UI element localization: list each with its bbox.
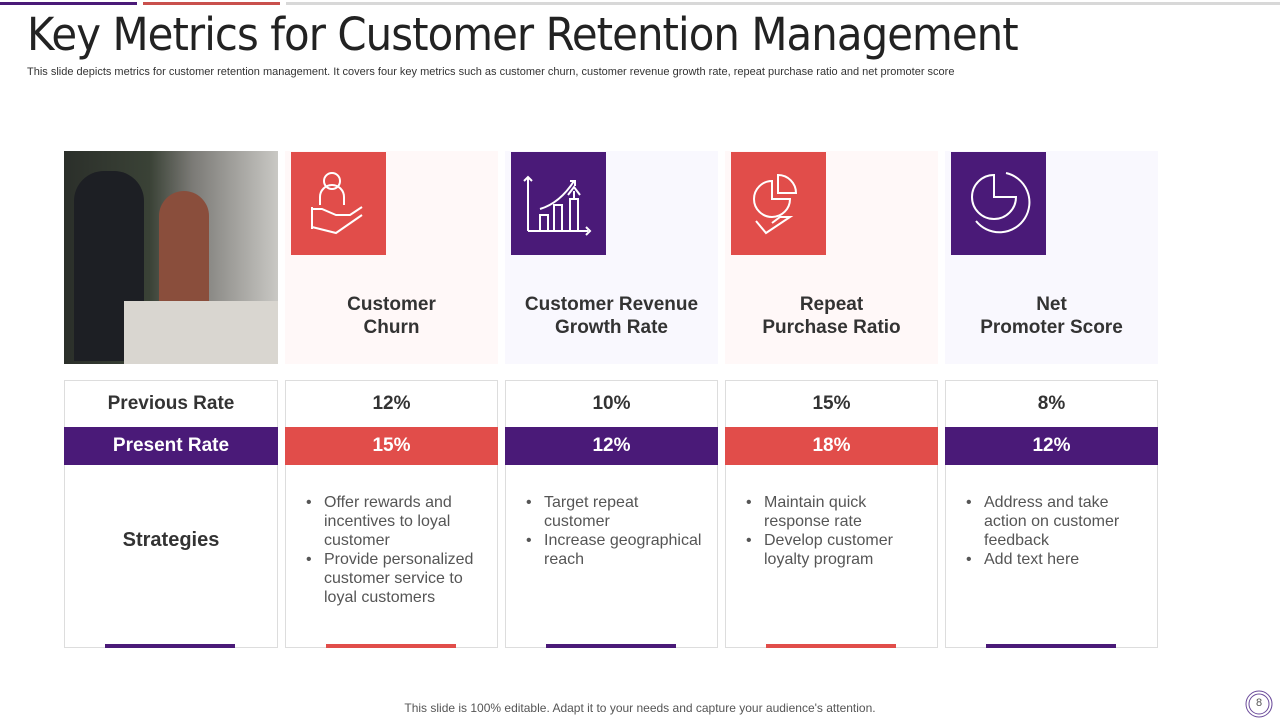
- column-footer-bar: [105, 644, 235, 648]
- present-rate-label: Present Rate: [64, 427, 278, 465]
- column-footer-bar: [986, 644, 1116, 648]
- present-rate-value: 15%: [285, 427, 498, 465]
- strategy-item: Offer rewards and incentives to loyal cu…: [306, 493, 487, 550]
- metric-title: Customer Revenue Growth Rate: [524, 294, 699, 338]
- present-rate-value: 12%: [945, 427, 1158, 465]
- strategies-list: Maintain quick response rateDevelop cust…: [726, 465, 937, 569]
- metric-title: Repeat Purchase Ratio: [762, 294, 901, 338]
- strategy-item: Address and take action on customer feed…: [966, 493, 1147, 550]
- metric-title: Customer Churn: [347, 294, 436, 338]
- strategy-item: Provide personalized customer service to…: [306, 550, 487, 607]
- previous-rate-value: 15%: [812, 393, 851, 414]
- page-badge-icon: [1245, 690, 1273, 718]
- metric-card: Customer Churn: [285, 151, 498, 364]
- strategies-label: Strategies: [122, 529, 220, 551]
- metric-card: Customer Revenue Growth Rate: [505, 151, 718, 364]
- metric-column: 12% 15% Offer rewards and incentives to …: [285, 380, 498, 648]
- metric-column: 8% 12% Address and take action on custom…: [945, 380, 1158, 648]
- hand-person-icon: [291, 152, 386, 255]
- page-number-badge: 8: [1243, 688, 1275, 720]
- metric-card: Repeat Purchase Ratio: [725, 151, 938, 364]
- row-labels-column: Previous Rate Present Rate Strategies: [64, 380, 278, 648]
- strategy-item: Maintain quick response rate: [746, 493, 927, 531]
- accent-bar-red: [143, 2, 280, 5]
- previous-rate-value: 10%: [592, 393, 631, 414]
- business-handshake-photo: [64, 151, 278, 364]
- present-rate-value: 12%: [505, 427, 718, 465]
- strategy-item: Target repeat customer: [526, 493, 707, 531]
- strategy-item: Develop customer loyalty program: [746, 531, 927, 569]
- pie-chart-icon: [951, 152, 1046, 255]
- page-number: 8: [1255, 697, 1263, 709]
- strategies-list: Offer rewards and incentives to loyal cu…: [286, 465, 497, 607]
- metric-title: Net Promoter Score: [980, 294, 1123, 338]
- hand-pie-chart-icon: [731, 152, 826, 255]
- strategies-list: Target repeat customerIncrease geographi…: [506, 465, 717, 569]
- strategy-item: Increase geographical reach: [526, 531, 707, 569]
- metric-column: 10% 12% Target repeat customerIncrease g…: [505, 380, 718, 648]
- previous-rate-value: 8%: [1037, 393, 1066, 414]
- footer-note: This slide is 100% editable. Adapt it to…: [404, 701, 876, 715]
- previous-rate-label: Previous Rate: [107, 393, 235, 414]
- column-footer-bar: [326, 644, 456, 648]
- growth-chart-icon: [511, 152, 606, 255]
- page-subtitle: This slide depicts metrics for customer …: [27, 66, 955, 78]
- metric-column: 15% 18% Maintain quick response rateDeve…: [725, 380, 938, 648]
- metric-card: Net Promoter Score: [945, 151, 1158, 364]
- accent-bar-gray: [286, 2, 1280, 5]
- present-rate-value: 18%: [725, 427, 938, 465]
- page-title: Key Metrics for Customer Retention Manag…: [27, 8, 1019, 61]
- column-footer-bar: [546, 644, 676, 648]
- column-footer-bar: [766, 644, 896, 648]
- accent-bar-purple: [0, 2, 137, 5]
- strategies-list: Address and take action on customer feed…: [946, 465, 1157, 569]
- previous-rate-value: 12%: [372, 393, 411, 414]
- strategy-item: Add text here: [966, 550, 1147, 569]
